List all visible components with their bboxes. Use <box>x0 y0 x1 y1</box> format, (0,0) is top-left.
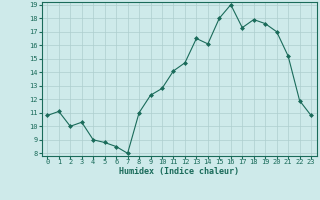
X-axis label: Humidex (Indice chaleur): Humidex (Indice chaleur) <box>119 167 239 176</box>
